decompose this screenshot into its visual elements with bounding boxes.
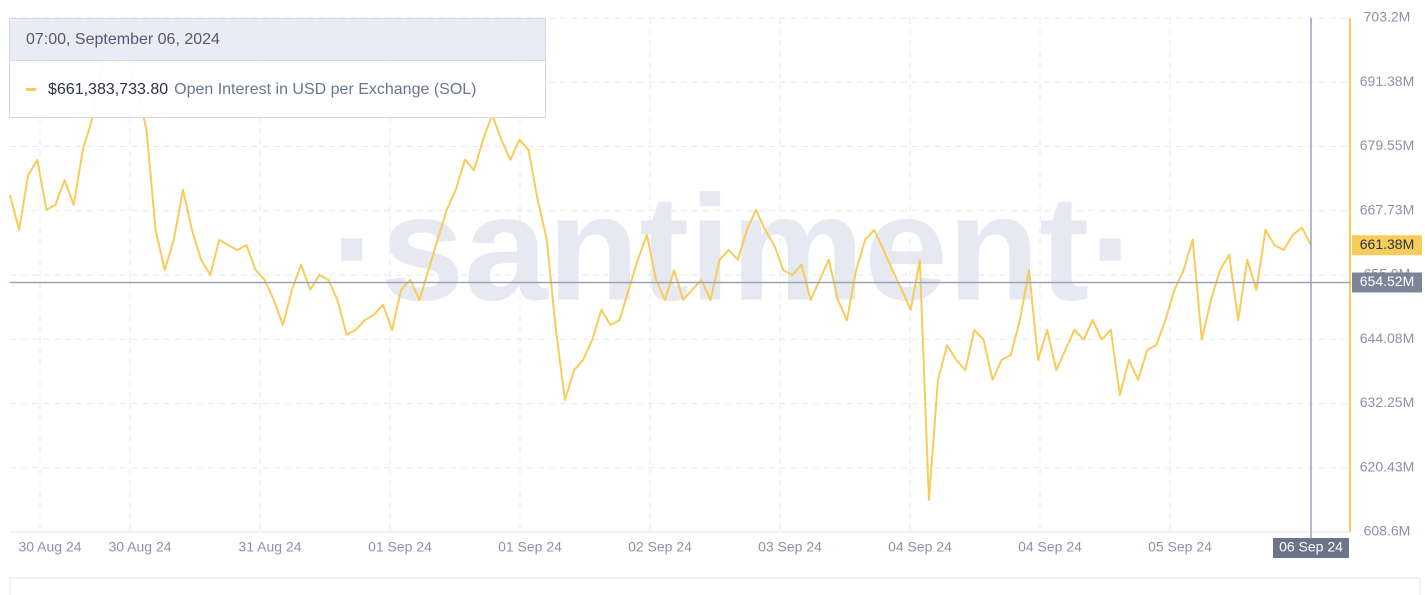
y-tick-label: 620.43M: [1360, 458, 1414, 474]
hover-value-label: 661.38M: [1360, 236, 1414, 252]
tooltip-time: 07:00, September 06, 2024: [10, 19, 545, 61]
tooltip-swatch: [26, 88, 36, 92]
x-tick-label: 05 Sep 24: [1148, 539, 1212, 555]
tooltip-row: $661,383,733.80 Open Interest in USD per …: [10, 61, 545, 119]
crosshair-label-box: [1352, 272, 1422, 293]
x-tick-label: 04 Sep 24: [1018, 539, 1082, 555]
hover-x-label: 06 Sep 24: [1279, 539, 1343, 555]
tooltip: 07:00, September 06, 2024 $661,383,733.8…: [9, 18, 546, 118]
x-tick-label: 30 Aug 24: [108, 539, 171, 555]
x-tick-label: 01 Sep 24: [368, 539, 432, 555]
hover-x-box: [1273, 538, 1349, 558]
crosshair-label: 654.52M: [1360, 273, 1414, 289]
y-tick-label: 632.25M: [1360, 394, 1414, 410]
x-tick-label: 30 Aug 24: [18, 539, 81, 555]
x-tick-label: 04 Sep 24: [888, 539, 952, 555]
x-tick-label: 01 Sep 24: [498, 539, 562, 555]
y-tick-label: 691.38M: [1360, 73, 1414, 89]
x-tick-label: 02 Sep 24: [628, 539, 692, 555]
tooltip-series: Open Interest in USD per Exchange (SOL): [174, 81, 477, 98]
y-tick-label: 667.73M: [1360, 201, 1414, 217]
y-tick-label: 703.2M: [1364, 9, 1411, 25]
y-tick-label: 644.08M: [1360, 330, 1414, 346]
navigator[interactable]: [9, 577, 1421, 595]
x-tick-label: 03 Sep 24: [758, 539, 822, 555]
y-tick-label: 679.55M: [1360, 137, 1414, 153]
watermark: ·santiment·: [331, 164, 1139, 332]
y-tick-label: 608.6M: [1364, 523, 1411, 539]
x-tick-label: 31 Aug 24: [238, 539, 301, 555]
hover-value-box: [1352, 235, 1422, 256]
tooltip-value: $661,383,733.80: [48, 81, 169, 98]
series-line: [9, 58, 1312, 501]
